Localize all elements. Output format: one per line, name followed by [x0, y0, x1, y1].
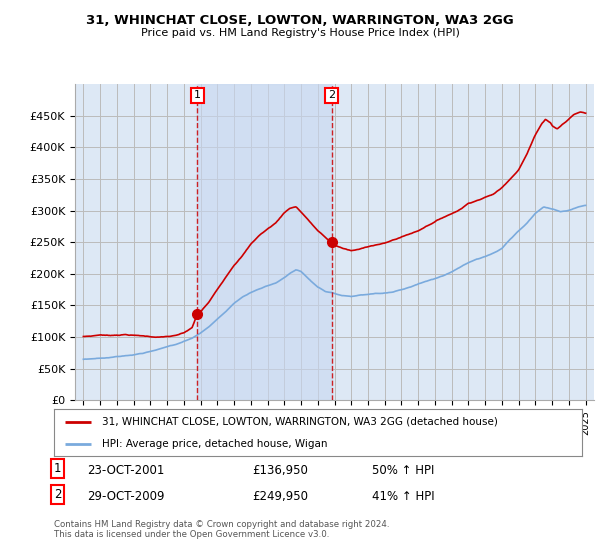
Text: 2: 2: [328, 90, 335, 100]
Text: £136,950: £136,950: [252, 464, 308, 477]
Text: 1: 1: [54, 462, 62, 475]
Text: £249,950: £249,950: [252, 490, 308, 503]
Text: Price paid vs. HM Land Registry's House Price Index (HPI): Price paid vs. HM Land Registry's House …: [140, 28, 460, 38]
Text: 23-OCT-2001: 23-OCT-2001: [87, 464, 164, 477]
Text: 31, WHINCHAT CLOSE, LOWTON, WARRINGTON, WA3 2GG (detached house): 31, WHINCHAT CLOSE, LOWTON, WARRINGTON, …: [101, 417, 497, 427]
Text: 31, WHINCHAT CLOSE, LOWTON, WARRINGTON, WA3 2GG: 31, WHINCHAT CLOSE, LOWTON, WARRINGTON, …: [86, 14, 514, 27]
Text: 29-OCT-2009: 29-OCT-2009: [87, 490, 164, 503]
Text: Contains HM Land Registry data © Crown copyright and database right 2024.
This d: Contains HM Land Registry data © Crown c…: [54, 520, 389, 539]
Text: 1: 1: [194, 90, 201, 100]
Text: HPI: Average price, detached house, Wigan: HPI: Average price, detached house, Wiga…: [101, 438, 327, 449]
Text: 2: 2: [54, 488, 62, 501]
Text: 50% ↑ HPI: 50% ↑ HPI: [372, 464, 434, 477]
Bar: [197, 84, 332, 400]
Text: 41% ↑ HPI: 41% ↑ HPI: [372, 490, 434, 503]
